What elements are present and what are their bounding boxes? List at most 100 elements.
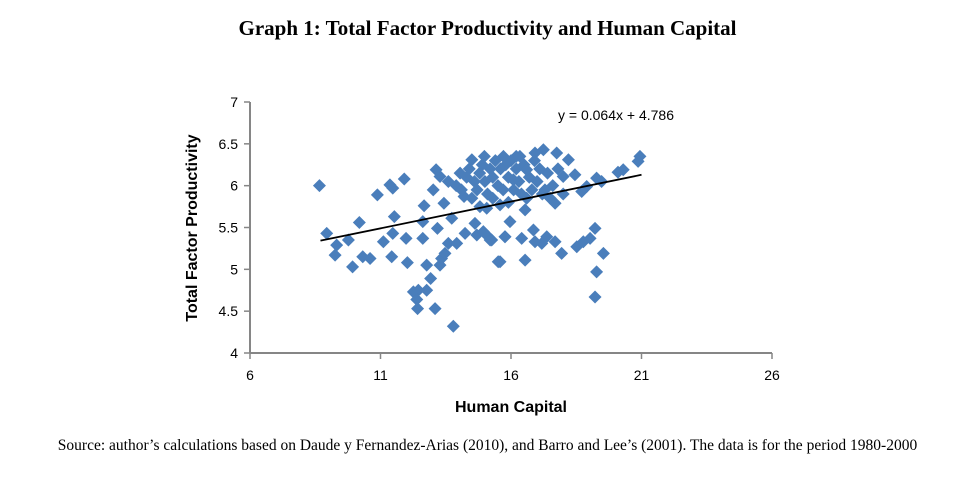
data-point [468, 216, 482, 230]
data-point [506, 173, 520, 187]
x-tick-label: 16 [503, 367, 519, 383]
data-point [555, 246, 569, 260]
data-point [518, 253, 532, 267]
data-point [416, 231, 430, 245]
data-point [520, 163, 534, 177]
data-points [312, 143, 647, 333]
data-point [588, 290, 602, 304]
data-point [590, 171, 604, 185]
data-point [428, 302, 442, 316]
data-point [433, 169, 447, 183]
data-point [328, 248, 342, 262]
data-point [346, 260, 360, 274]
data-point [341, 233, 355, 247]
y-tick-label: 5.5 [219, 220, 239, 236]
data-point [454, 183, 468, 197]
y-tick-label: 4.5 [219, 303, 239, 319]
y-tick-label: 5 [230, 261, 238, 277]
data-point [430, 221, 444, 235]
data-point [312, 179, 326, 193]
data-point [446, 319, 460, 333]
data-point [424, 272, 438, 286]
data-point [438, 246, 452, 260]
data-point [437, 196, 451, 210]
data-point [363, 251, 377, 265]
data-point [596, 246, 610, 260]
y-axis-title: Total Factor Productivity [184, 134, 201, 321]
data-point [546, 179, 560, 193]
data-point [518, 203, 532, 217]
data-point [528, 235, 542, 249]
trendline [320, 173, 642, 242]
data-point [470, 183, 484, 197]
data-point [399, 231, 413, 245]
data-point [493, 255, 507, 269]
data-point [541, 166, 555, 180]
axes: 4 4.5 5 5.5 6 6.5 7 6 11 16 21 26 [219, 94, 780, 383]
data-point [515, 231, 529, 245]
data-point [588, 221, 602, 235]
data-point [568, 168, 582, 182]
data-point [416, 215, 430, 229]
y-tick-label: 6 [230, 178, 238, 194]
y-tick-label: 4 [230, 345, 238, 361]
data-point [556, 169, 570, 183]
data-point [411, 283, 425, 297]
data-point [486, 170, 500, 184]
data-point [386, 226, 400, 240]
data-point [530, 174, 544, 188]
data-point [420, 258, 434, 272]
data-point [320, 226, 334, 240]
x-tick-label: 26 [764, 367, 780, 383]
data-point [488, 154, 502, 168]
data-point [426, 183, 440, 197]
data-point [611, 165, 625, 179]
x-axis-title: Human Capital [455, 399, 567, 416]
x-tick-label: 21 [634, 367, 650, 383]
data-point [526, 223, 540, 237]
data-point [496, 183, 510, 197]
data-point [465, 191, 479, 205]
data-point [476, 225, 490, 239]
data-point [397, 172, 411, 186]
data-point [590, 265, 604, 279]
x-tick-label: 6 [246, 367, 254, 383]
y-tick-label: 6.5 [219, 136, 239, 152]
data-point [503, 215, 517, 229]
source-caption: Source: author’s calculations based on D… [57, 437, 918, 454]
data-point [631, 154, 645, 168]
data-point [450, 236, 464, 250]
data-point [570, 240, 584, 254]
data-point [387, 210, 401, 224]
data-point [417, 199, 431, 213]
data-point [376, 235, 390, 249]
data-point [498, 230, 512, 244]
data-point [561, 153, 575, 167]
trendline-group [320, 173, 642, 242]
data-point [410, 292, 424, 306]
chart-title: Graph 1: Total Factor Productivity and H… [238, 16, 737, 40]
data-point [513, 149, 527, 163]
data-point [458, 226, 472, 240]
data-point [330, 238, 344, 252]
data-point [465, 153, 479, 167]
trendline-equation: y = 0.064x + 4.786 [558, 107, 674, 123]
data-point [400, 256, 414, 270]
data-point [483, 233, 497, 247]
data-point [462, 162, 476, 176]
data-point [527, 154, 541, 168]
y-tick-label: 7 [230, 94, 238, 110]
data-point [499, 158, 513, 172]
data-point [352, 215, 366, 229]
data-point [411, 302, 425, 316]
data-point [548, 235, 562, 249]
data-point [486, 191, 500, 205]
data-point [386, 181, 400, 195]
data-point [441, 236, 455, 250]
data-point [385, 250, 399, 264]
data-point [528, 146, 542, 160]
data-point [525, 183, 539, 197]
x-tick-label: 11 [373, 367, 388, 383]
data-point [370, 188, 384, 202]
